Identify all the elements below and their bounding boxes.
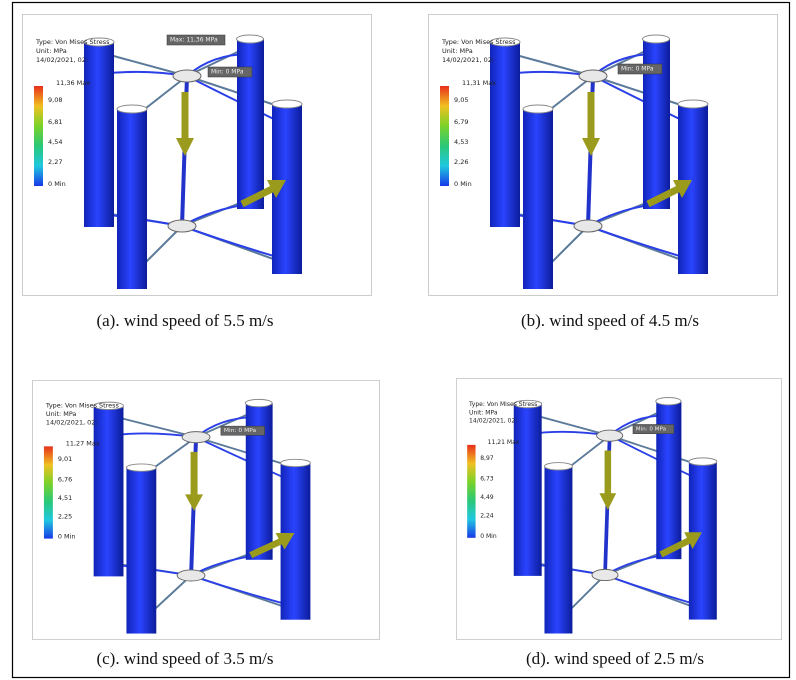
caption: (d). wind speed of 2.5 m/s — [526, 649, 704, 668]
legend-tick: 9,05 — [454, 96, 468, 104]
figure: Type: Von Mises StressUnit: MPa14/02/202… — [0, 0, 796, 680]
probe-label: Min: 0 MPa — [621, 66, 654, 73]
caption: (c). wind speed of 3.5 m/s — [96, 649, 273, 668]
legend-type: Type: Von Mises Stress — [35, 38, 110, 46]
legend-tick: 11,31 Max — [462, 79, 496, 87]
legend-tick: 4,53 — [454, 138, 468, 146]
legend-tick: 9,01 — [58, 456, 72, 463]
legend-date: 14/02/2021, 02: — [36, 56, 88, 64]
legend-type: Type: Von Mises Stress — [441, 38, 516, 46]
legend-type: Type: Von Mises Stress — [468, 401, 537, 408]
legend-type: Type: Von Mises Stress — [45, 403, 119, 410]
legend-tick: 6,79 — [454, 118, 468, 126]
legend-date: 14/02/2021, 02: — [46, 420, 98, 427]
legend-tick: 6,73 — [480, 475, 494, 482]
legend-tick: 2,24 — [480, 513, 494, 520]
probe-label: Max: 11,36 MPa — [170, 37, 218, 44]
legend-tick: 11,36 Max — [56, 79, 90, 87]
legend-tick: 0 Min — [454, 180, 472, 188]
legend-tick: 0 Min — [58, 534, 76, 541]
legend-tick: 6,81 — [48, 118, 62, 126]
legend-tick: 6,76 — [58, 477, 72, 484]
legend-tick: 2,26 — [454, 158, 468, 166]
legend-date: 14/02/2021, 02: — [469, 418, 517, 425]
legend-unit: Unit: MPa — [442, 47, 473, 55]
caption: (b). wind speed of 4.5 m/s — [521, 311, 699, 330]
probe-label: Min: 0 MPa — [224, 428, 256, 434]
probe-label: Min: 0 MPa — [636, 427, 666, 433]
legend-unit: Unit: MPa — [469, 409, 498, 416]
legend-tick: 11,21 Max — [488, 439, 520, 446]
legend-tick: 11,27 Max — [66, 441, 100, 448]
legend-tick: 2,27 — [48, 158, 62, 166]
legend-tick: 9,08 — [48, 96, 62, 104]
legend-tick: 4,51 — [58, 495, 72, 502]
probe-label: Min: 0 MPa — [211, 69, 244, 76]
legend-tick: 4,54 — [48, 138, 62, 146]
caption: (a). wind speed of 5.5 m/s — [96, 311, 273, 330]
legend-tick: 8,97 — [480, 455, 494, 462]
legend-date: 14/02/2021, 02: — [442, 56, 494, 64]
legend-unit: Unit: MPa — [46, 411, 77, 418]
legend-tick: 0 Min — [48, 180, 66, 188]
page: {"panels": [ {"caption": "(a). wind spee… — [0, 0, 796, 680]
legend-unit: Unit: MPa — [36, 47, 67, 55]
legend-tick: 0 Min — [480, 533, 497, 540]
legend-tick: 2,25 — [58, 514, 72, 521]
legend-tick: 4,49 — [480, 494, 494, 501]
